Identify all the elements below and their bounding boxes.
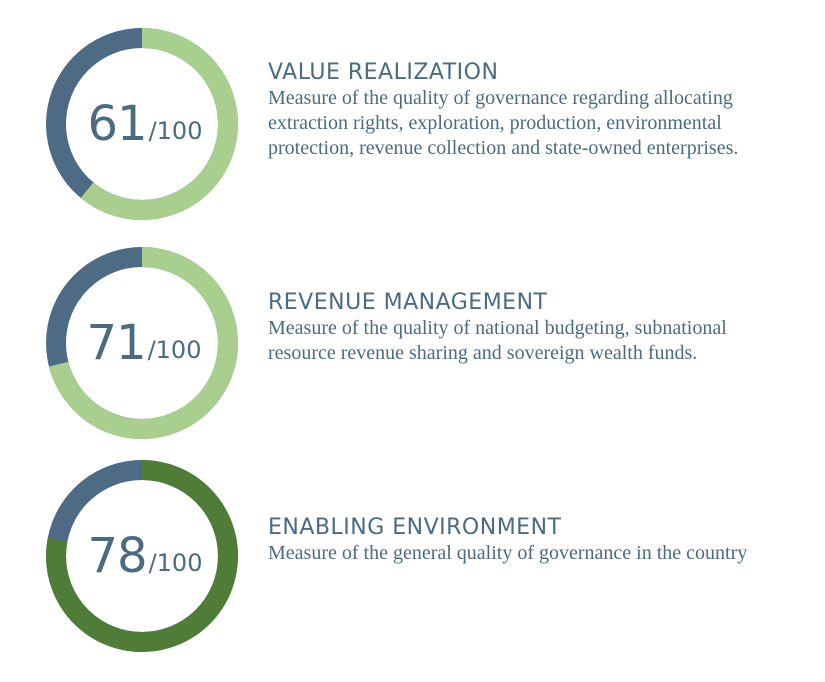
score-label: 78 /100 [44, 458, 240, 654]
donut-chart: 71 /100 [44, 245, 240, 441]
donut-value-arc [46, 460, 238, 652]
donut-value-arc [46, 247, 238, 439]
donut-chart: 61 /100 [44, 26, 240, 222]
indicator-description: Measure of the quality of governance reg… [268, 87, 739, 159]
score-max: /100 [148, 549, 203, 577]
donut-svg [46, 247, 238, 439]
indicator-description: Measure of the general quality of govern… [268, 542, 748, 564]
indicator-description: Measure of the quality of national budge… [268, 317, 727, 364]
score-label: 61 /100 [44, 26, 240, 222]
score-max: /100 [147, 336, 202, 364]
score-value: 78 [87, 528, 148, 584]
donut-chart: 78 /100 [44, 458, 240, 654]
score-label: 71 /100 [44, 245, 240, 441]
donut-value-arc [46, 28, 238, 220]
donut-svg [46, 28, 238, 220]
indicator-title: ENABLING ENVIRONMENT [268, 515, 562, 540]
score-value: 61 [87, 96, 148, 152]
indicator-title: REVENUE MANAGEMENT [268, 290, 548, 315]
score-max: /100 [148, 117, 203, 145]
indicator-text: VALUE REALIZATION Measure of the quality… [268, 60, 808, 161]
donut-svg [46, 460, 238, 652]
indicator-text: ENABLING ENVIRONMENT Measure of the gene… [268, 515, 808, 566]
score-value: 71 [86, 315, 147, 371]
indicator-text: REVENUE MANAGEMENT Measure of the qualit… [268, 290, 808, 366]
indicator-title: VALUE REALIZATION [268, 60, 499, 85]
